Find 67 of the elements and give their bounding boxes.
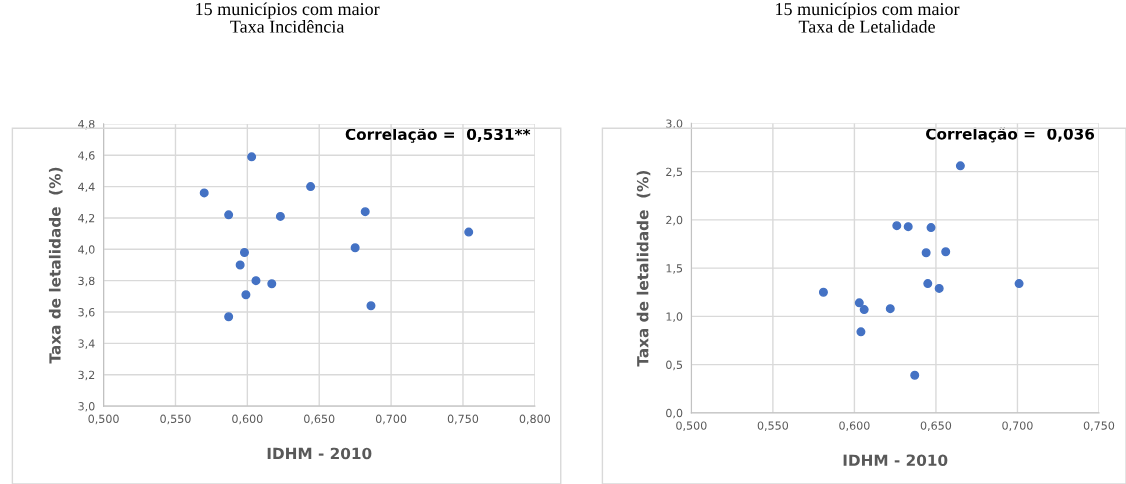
point <box>239 247 249 257</box>
y-tick-label: 4,6 <box>78 151 95 161</box>
x-axis-title: IDHM - 2010 <box>843 454 948 466</box>
y-tick-label: 3,4 <box>78 339 95 349</box>
chart-title: 15 municípios com maior Taxa de Letalidade <box>776 2 960 33</box>
point <box>885 304 895 314</box>
point <box>941 247 951 257</box>
y-tick-label: 1,0 <box>666 312 683 322</box>
x-tick-label: 0,600 <box>839 421 870 431</box>
x-tick-label: 0,600 <box>232 414 263 425</box>
y-tick-label: 4,4 <box>78 182 95 193</box>
y-tick-label: 2,0 <box>666 215 683 226</box>
y-tick-label: 0,5 <box>666 360 683 371</box>
x-tick-label: 0,500 <box>88 414 119 425</box>
point <box>926 223 936 233</box>
point <box>251 276 261 286</box>
chart-title: 15 municípios com maior Taxa Incidência <box>196 2 380 33</box>
point <box>854 298 864 308</box>
point <box>360 207 370 217</box>
point <box>241 290 251 300</box>
point <box>910 370 920 380</box>
y-tick-label: 3,2 <box>78 370 95 381</box>
point <box>224 312 234 322</box>
x-tick-label: 0,550 <box>160 414 191 425</box>
x-tick-label: 0,800 <box>519 414 551 425</box>
point <box>464 227 474 237</box>
point <box>247 152 257 162</box>
point <box>818 287 828 297</box>
x-axis-title: IDHM - 2010 <box>267 447 372 460</box>
point <box>306 182 316 192</box>
y-tick-label: 4,2 <box>78 213 95 224</box>
x-tick-label: 0,750 <box>1083 421 1115 431</box>
y-tick-label: 3,6 <box>78 307 95 318</box>
point <box>366 301 376 311</box>
point <box>903 222 913 232</box>
x-tick-label: 0,650 <box>304 414 335 425</box>
point <box>235 260 245 270</box>
point <box>892 221 902 231</box>
point <box>923 279 933 289</box>
x-tick-label: 0,650 <box>920 421 952 431</box>
point <box>934 283 944 293</box>
point <box>859 305 869 315</box>
y-tick-label: 2,5 <box>666 167 683 178</box>
y-tick-label: 3,0 <box>666 119 683 129</box>
x-tick-label: 0,750 <box>447 414 479 425</box>
point <box>856 327 866 337</box>
y-tick-label: 4,8 <box>78 119 95 130</box>
x-tick-label: 0,500 <box>676 421 707 431</box>
x-tick-label: 0,700 <box>1002 421 1033 431</box>
y-tick-label: 3,8 <box>78 276 95 287</box>
point <box>275 211 285 221</box>
point <box>199 188 209 198</box>
point <box>955 161 965 171</box>
x-tick-label: 0,700 <box>375 414 407 425</box>
y-tick-label: 3,0 <box>78 402 95 412</box>
x-tick-label: 0,550 <box>757 421 789 431</box>
point <box>350 243 360 253</box>
point <box>224 210 234 220</box>
y-axis-title: Taxa de letalidade (%) <box>636 170 651 367</box>
y-tick-label: 4,0 <box>78 245 95 255</box>
y-axis-title: Taxa de letalidade (%) <box>48 167 63 364</box>
y-tick-label: 1,5 <box>666 264 683 274</box>
point <box>267 279 277 289</box>
y-tick-label: 0,0 <box>666 408 683 419</box>
point <box>921 248 931 258</box>
point <box>1014 279 1024 289</box>
annotation: Correlação = 0,531** <box>345 127 531 143</box>
